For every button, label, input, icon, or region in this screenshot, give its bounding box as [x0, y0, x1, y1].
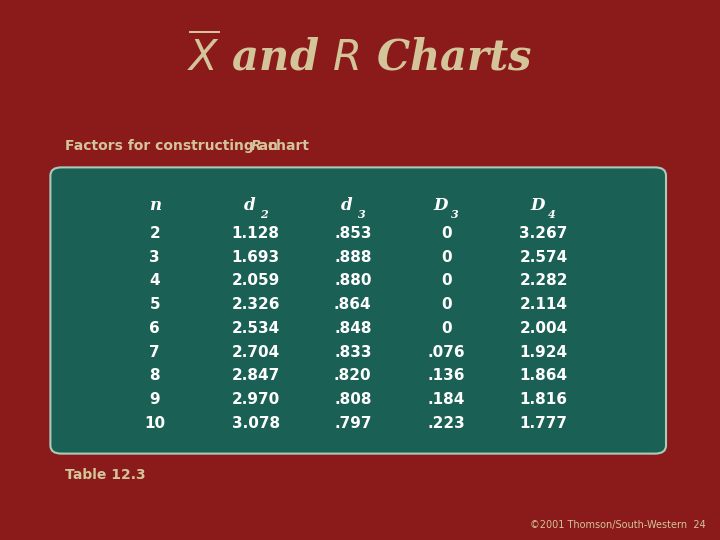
- Text: 2.704: 2.704: [231, 345, 280, 360]
- Text: R: R: [251, 139, 261, 153]
- Text: 1.816: 1.816: [520, 392, 567, 407]
- Text: 10: 10: [144, 416, 166, 431]
- Text: .820: .820: [334, 368, 372, 383]
- Text: 1.777: 1.777: [520, 416, 567, 431]
- Text: .136: .136: [428, 368, 465, 383]
- Text: $\mathit{\overline{X}}$ and $\mathit{R}$ Charts: $\mathit{\overline{X}}$ and $\mathit{R}$…: [187, 34, 533, 79]
- Text: 4: 4: [549, 210, 556, 220]
- Text: .223: .223: [428, 416, 465, 431]
- Text: 0: 0: [441, 321, 451, 336]
- Text: .833: .833: [334, 345, 372, 360]
- Text: 2.282: 2.282: [519, 273, 568, 288]
- Text: .808: .808: [334, 392, 372, 407]
- Text: 3: 3: [358, 210, 365, 220]
- Text: .853: .853: [334, 226, 372, 241]
- Text: 2.004: 2.004: [519, 321, 568, 336]
- Text: 3: 3: [150, 249, 160, 265]
- Text: d: d: [244, 197, 256, 214]
- Text: 3.267: 3.267: [519, 226, 568, 241]
- Text: chart: chart: [264, 139, 310, 153]
- Text: D: D: [433, 197, 448, 214]
- Text: D: D: [531, 197, 545, 214]
- Text: 0: 0: [441, 273, 451, 288]
- Text: 8: 8: [150, 368, 160, 383]
- Text: 1.128: 1.128: [232, 226, 279, 241]
- Text: .797: .797: [334, 416, 372, 431]
- Text: Table 12.3: Table 12.3: [65, 468, 145, 482]
- Text: n: n: [149, 197, 161, 214]
- Text: 9: 9: [150, 392, 160, 407]
- Text: 7: 7: [150, 345, 160, 360]
- Text: .888: .888: [334, 249, 372, 265]
- Text: .848: .848: [334, 321, 372, 336]
- Text: 5: 5: [150, 297, 160, 312]
- Text: d: d: [341, 197, 353, 214]
- Text: 2.534: 2.534: [231, 321, 280, 336]
- Text: 2.059: 2.059: [231, 273, 280, 288]
- Text: 2.847: 2.847: [231, 368, 280, 383]
- Text: ©2001 Thomson/South-Western  24: ©2001 Thomson/South-Western 24: [530, 520, 706, 530]
- Text: 1.924: 1.924: [520, 345, 567, 360]
- Text: .076: .076: [428, 345, 465, 360]
- Text: 0: 0: [441, 297, 451, 312]
- Text: 2.574: 2.574: [519, 249, 568, 265]
- Text: .864: .864: [334, 297, 372, 312]
- Text: .880: .880: [334, 273, 372, 288]
- Text: Factors for constructing an: Factors for constructing an: [65, 139, 283, 153]
- FancyBboxPatch shape: [50, 167, 666, 454]
- Text: 3: 3: [451, 210, 459, 220]
- Text: 0: 0: [441, 249, 451, 265]
- Text: 4: 4: [150, 273, 160, 288]
- Text: .184: .184: [428, 392, 465, 407]
- Text: 2.114: 2.114: [520, 297, 567, 312]
- Text: 1.693: 1.693: [232, 249, 279, 265]
- Text: 2.326: 2.326: [231, 297, 280, 312]
- Text: 0: 0: [441, 226, 451, 241]
- Text: 2.970: 2.970: [231, 392, 280, 407]
- Text: 6: 6: [150, 321, 160, 336]
- Text: 2: 2: [261, 210, 268, 220]
- Text: 2: 2: [150, 226, 160, 241]
- Text: 1.864: 1.864: [520, 368, 567, 383]
- Text: 3.078: 3.078: [232, 416, 279, 431]
